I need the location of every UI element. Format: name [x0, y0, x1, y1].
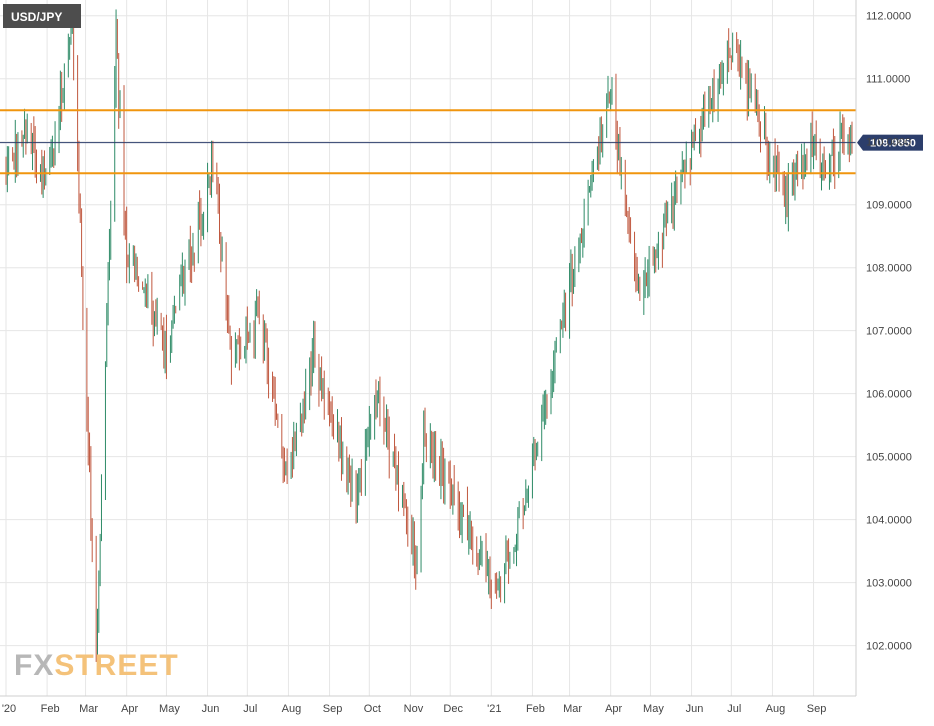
fxstreet-logo: FXSTREET	[14, 649, 179, 682]
y-tick-label: 109.0000	[866, 200, 912, 212]
x-tick-label: Feb	[526, 703, 545, 715]
x-tick-label: Jul	[243, 703, 257, 715]
x-tick-label: Aug	[282, 703, 302, 715]
y-tick-label: 106.0000	[866, 389, 912, 401]
y-tick-label: 102.0000	[866, 641, 912, 653]
y-tick-label: 104.0000	[866, 515, 912, 527]
x-tick-label: Sep	[323, 703, 343, 715]
x-tick-label: May	[159, 703, 180, 715]
logo-street: STREET	[54, 649, 178, 682]
x-tick-label: Jun	[686, 703, 704, 715]
price-badge-arrow	[857, 134, 863, 151]
svg-text:FXSTREET: FXSTREET	[14, 649, 179, 682]
price-bars	[5, 9, 853, 666]
y-tick-label: 111.0000	[866, 74, 910, 86]
axes: 112.0000 111.0000 110.0000 109.0000 108.0000…	[0, 0, 912, 715]
x-tick-label: Apr	[605, 703, 622, 715]
x-tick-label: Apr	[121, 703, 138, 715]
y-tick-label: 110.0000	[866, 137, 911, 149]
y-tick-label: 107.0000	[866, 326, 912, 338]
current-price-label: 109.9850	[870, 138, 916, 150]
x-tick-label: Dec	[443, 703, 463, 715]
x-tick-label: '20	[2, 703, 16, 715]
x-tick-label: Jun	[202, 703, 220, 715]
y-tick-label: 103.0000	[866, 578, 912, 590]
x-tick-label: Mar	[79, 703, 98, 715]
price-badge	[863, 134, 923, 151]
y-tick-label: 105.0000	[866, 452, 912, 464]
level-lines: 109.9850	[0, 109, 923, 175]
x-tick-label: Oct	[364, 703, 381, 715]
y-tick-label: 112.0000	[866, 11, 911, 23]
x-tick-label: Feb	[41, 703, 60, 715]
grid-lines	[0, 0, 856, 696]
x-tick-label: Jul	[727, 703, 741, 715]
x-tick-label: '21	[487, 703, 501, 715]
x-tick-label: Aug	[766, 703, 786, 715]
symbol-badge-bg	[3, 4, 81, 28]
y-tick-label: 108.0000	[866, 263, 912, 275]
x-tick-label: Mar	[563, 703, 582, 715]
x-tick-label: Nov	[404, 703, 424, 715]
symbol-badge: USD/JPY	[3, 4, 81, 28]
symbol-label: USD/JPY	[11, 10, 62, 24]
x-tick-label: Sep	[807, 703, 827, 715]
x-tick-label: May	[643, 703, 664, 715]
logo-fx: FX	[14, 649, 54, 682]
